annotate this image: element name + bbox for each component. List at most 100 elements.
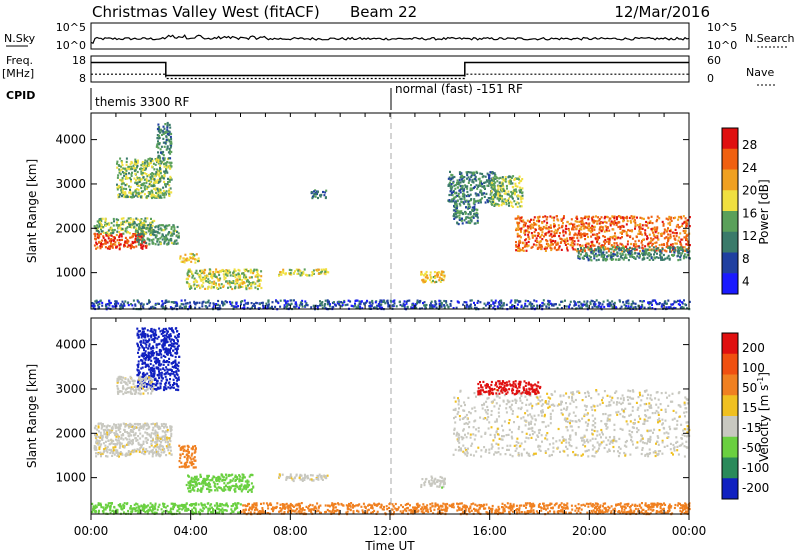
scatter-cell (616, 244, 619, 247)
scatter-cell (139, 235, 142, 238)
scatter-cell (94, 237, 96, 240)
scatter-cell (258, 302, 261, 306)
scatter-cell (472, 173, 475, 176)
scatter-cell (267, 299, 270, 302)
scatter-cell (632, 243, 635, 246)
scatter-cell (95, 299, 98, 302)
scatter-cell (544, 232, 547, 236)
scatter-cell (488, 177, 490, 180)
scatter-cell (102, 451, 105, 454)
scatter-cell (559, 241, 562, 244)
scatter-cell (668, 216, 671, 219)
scatter-cell (151, 224, 154, 227)
scatter-cell (475, 211, 478, 214)
scatter-cell (566, 237, 569, 240)
scatter-cell (97, 453, 100, 456)
scatter-cell (187, 269, 190, 272)
scatter-cell (119, 243, 122, 246)
scatter-cell (247, 284, 249, 287)
scatter-cell (129, 185, 132, 189)
scatter-cell (188, 285, 191, 288)
scatter-cell (295, 305, 298, 308)
scatter-cell (656, 303, 659, 306)
scatter-cell (98, 302, 101, 305)
scatter-cell (634, 225, 637, 228)
scatter-cell (650, 257, 653, 260)
scatter-cell (488, 182, 491, 185)
scatter-cell (99, 451, 102, 454)
scatter-cell (122, 217, 125, 220)
scatter-cell (144, 159, 147, 162)
scatter-cell (165, 445, 168, 448)
scatter-cell (499, 176, 502, 179)
scatter-cell (226, 272, 229, 275)
scatter-cell (196, 272, 199, 275)
scatter-cell (580, 303, 583, 306)
scatter-cell (489, 200, 492, 203)
colorbar-tick-label: 4 (742, 274, 750, 288)
scatter-cell (521, 191, 523, 194)
scatter-cell (168, 438, 171, 441)
scatter-cell (628, 248, 630, 251)
scatter-cell (316, 192, 318, 196)
scatter-cell (626, 307, 629, 310)
scatter-cell (656, 226, 659, 229)
scatter-cell (173, 241, 176, 244)
scatter-cell (323, 194, 326, 197)
scatter-cell (251, 281, 254, 284)
scatter-cell (376, 304, 379, 307)
scatter-cell (128, 172, 130, 175)
scatter-cell (329, 303, 331, 306)
scatter-cell (202, 276, 205, 279)
scatter-cell (591, 227, 594, 230)
scatter-cell (640, 305, 643, 308)
scatter-cell (465, 306, 468, 309)
scatter-cell (338, 303, 341, 306)
scatter-cell (253, 283, 256, 286)
scatter-cell (534, 239, 537, 242)
scatter-cell (633, 256, 636, 259)
scatter-cell (136, 177, 139, 180)
scatter-cell (127, 217, 130, 220)
scatter-cell (228, 300, 231, 304)
scatter-cell (142, 423, 145, 426)
scatter-cell (167, 443, 170, 446)
scatter-cell (463, 196, 466, 200)
scatter-cell (489, 193, 492, 196)
scatter-cell (669, 247, 671, 250)
scatter-cell (531, 302, 534, 306)
scatter-cell (215, 268, 218, 271)
scatter-cell (151, 239, 153, 242)
scatter-cell (547, 227, 550, 230)
scatter-cell (127, 244, 130, 247)
scatter-cell (552, 219, 555, 222)
scatter-cell (550, 233, 553, 236)
scatter-cell (521, 197, 524, 200)
scatter-cell (609, 254, 612, 257)
scatter-cell (110, 226, 113, 230)
colorbar-segment (722, 148, 738, 170)
scatter-cell (156, 168, 159, 171)
scatter-cell (547, 243, 550, 246)
scatter-cell (145, 440, 148, 443)
scatter-cell (141, 173, 144, 176)
scatter-cell (680, 244, 683, 247)
scatter-cell (105, 303, 107, 306)
scatter-cell (575, 227, 578, 230)
scatter-cell (616, 246, 619, 249)
scatter-cell (155, 436, 158, 439)
scatter-cell (646, 256, 649, 259)
scatter-cell (508, 182, 511, 185)
scatter-cell (151, 196, 153, 200)
scatter-cell (133, 423, 136, 426)
scatter-cell (627, 240, 629, 243)
scatter-cell (137, 231, 139, 234)
scatter-cell (572, 244, 575, 247)
scatter-cell (560, 300, 563, 303)
scatter-cell (588, 229, 591, 232)
scatter-cell (144, 164, 147, 167)
colorbar-tick-label: 28 (742, 138, 757, 152)
scatter-cell (216, 278, 219, 281)
scatter-cell (159, 437, 162, 440)
scatter-cell (207, 278, 210, 281)
